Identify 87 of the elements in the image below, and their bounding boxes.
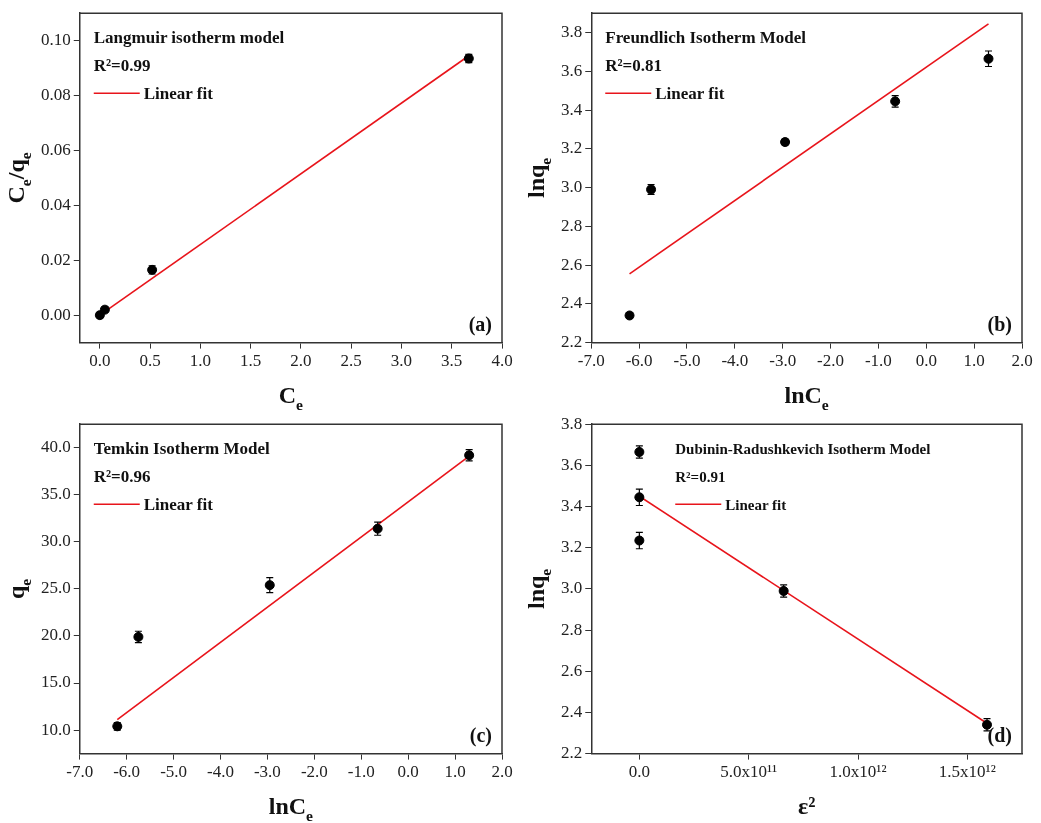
y-tick-label: 25.0 (41, 578, 71, 598)
y-tick-label: 40.0 (41, 437, 71, 457)
y-tick-label: 3.2 (561, 537, 583, 557)
annotation: (b) (987, 312, 1013, 336)
x-tick-label: 2.0 (290, 351, 312, 371)
x-tick-label: 1.0 (444, 762, 466, 782)
x-tick-label: 0.0 (628, 762, 650, 782)
annotation: R²=0.81 (605, 56, 663, 76)
y-tick-label: 0.08 (41, 85, 71, 105)
y-tick-label: 3.8 (561, 22, 583, 42)
y-tick-label: 2.4 (561, 293, 583, 313)
annotation: Langmuir isotherm model (93, 28, 285, 48)
x-tick-label: -4.0 (721, 351, 749, 371)
y-tick-label: 3.8 (561, 413, 583, 433)
x-tick-label: 5.0x10¹¹ (720, 762, 778, 782)
legend-label: Linear fit (725, 497, 787, 514)
x-tick-label: 0.0 (915, 351, 937, 371)
x-tick-label: 1.0 (189, 351, 212, 371)
legend-label: Linear fit (143, 495, 214, 515)
x-tick-label: 2.0 (491, 762, 513, 782)
point (983, 53, 994, 64)
y-tick-label: 3.0 (561, 578, 583, 598)
x-tick-label: -1.0 (347, 762, 375, 782)
x-tick-label: 1.0x10¹² (829, 762, 887, 782)
annotation: R²=0.91 (675, 469, 726, 486)
x-tick-label: -4.0 (207, 762, 234, 782)
x-tick-label: -2.0 (817, 351, 845, 371)
x-tick-label: -1.0 (864, 351, 892, 371)
x-tick-label: 2.0 (1011, 351, 1033, 371)
x-axis-title: ε² (797, 793, 816, 819)
x-tick-label: 1.0 (963, 351, 985, 371)
y-tick-label: 30.0 (41, 531, 71, 551)
y-axis-title: lnqe (523, 568, 555, 610)
y-tick-label: 2.6 (561, 254, 583, 274)
x-tick-label: -6.0 (113, 762, 141, 782)
y-tick-label: 3.4 (561, 99, 583, 119)
x-tick-label: 3.0 (390, 351, 413, 371)
y-tick-label: 2.2 (561, 743, 583, 763)
annotation: Freundlich Isotherm Model (605, 28, 807, 48)
y-tick-label: 35.0 (41, 484, 71, 504)
x-tick-label: 1.5x10¹² (938, 762, 996, 782)
annotation: R²=0.99 (93, 56, 151, 76)
y-tick-label: 20.0 (41, 625, 71, 645)
x-tick-label: -5.0 (160, 762, 188, 782)
y-tick-label: 2.8 (561, 619, 583, 639)
annotation: Dubinin-Radushkevich Isotherm Model (675, 441, 931, 458)
x-tick-label: -6.0 (625, 351, 653, 371)
x-tick-label: 0.0 (397, 762, 419, 782)
x-tick-label: -5.0 (673, 351, 701, 371)
annotation: (c) (469, 723, 493, 747)
x-tick-label: 2.5 (340, 351, 362, 371)
y-tick-label: 0.04 (41, 194, 72, 214)
y-tick-label: 3.4 (561, 496, 583, 516)
y-tick-label: 2.8 (561, 215, 583, 235)
y-tick-label: 10.0 (41, 719, 71, 739)
y-axis-title: Ce/qe (3, 152, 35, 204)
x-tick-label: 4.0 (491, 351, 513, 371)
y-tick-label: 15.0 (41, 672, 71, 692)
y-tick-label: 3.6 (561, 60, 583, 80)
x-tick-label: -7.0 (66, 762, 94, 782)
y-axis-title: qe (3, 578, 35, 600)
y-tick-label: 3.2 (561, 138, 583, 158)
annotation: R²=0.96 (93, 467, 151, 487)
legend-label: Linear fit (143, 84, 214, 104)
annotation: Temkin Isotherm Model (93, 439, 271, 459)
y-tick-label: 0.02 (41, 249, 71, 269)
x-tick-label: 0.5 (139, 351, 161, 371)
y-tick-label: 0.06 (41, 139, 71, 159)
annotation: (d) (987, 723, 1013, 747)
point (634, 492, 645, 503)
y-tick-label: 2.2 (561, 332, 583, 352)
annotation: (a) (468, 312, 493, 336)
y-tick-label: 2.4 (561, 701, 583, 721)
y-tick-label: 0.10 (41, 30, 71, 50)
y-tick-label: 0.00 (41, 304, 71, 324)
y-tick-label: 2.6 (561, 660, 583, 680)
x-tick-label: -2.0 (300, 762, 328, 782)
x-tick-label: -3.0 (253, 762, 281, 782)
x-tick-label: 1.5 (240, 351, 262, 371)
y-tick-label: 3.0 (561, 177, 583, 197)
legend-label: Linear fit (655, 84, 725, 104)
x-tick-label: -3.0 (769, 351, 797, 371)
x-tick-label: 3.5 (441, 351, 463, 371)
y-tick-label: 3.6 (561, 454, 583, 474)
y-axis-title: lnqe (523, 157, 555, 199)
x-tick-label: 0.0 (89, 351, 111, 371)
x-tick-label: -7.0 (577, 351, 605, 371)
